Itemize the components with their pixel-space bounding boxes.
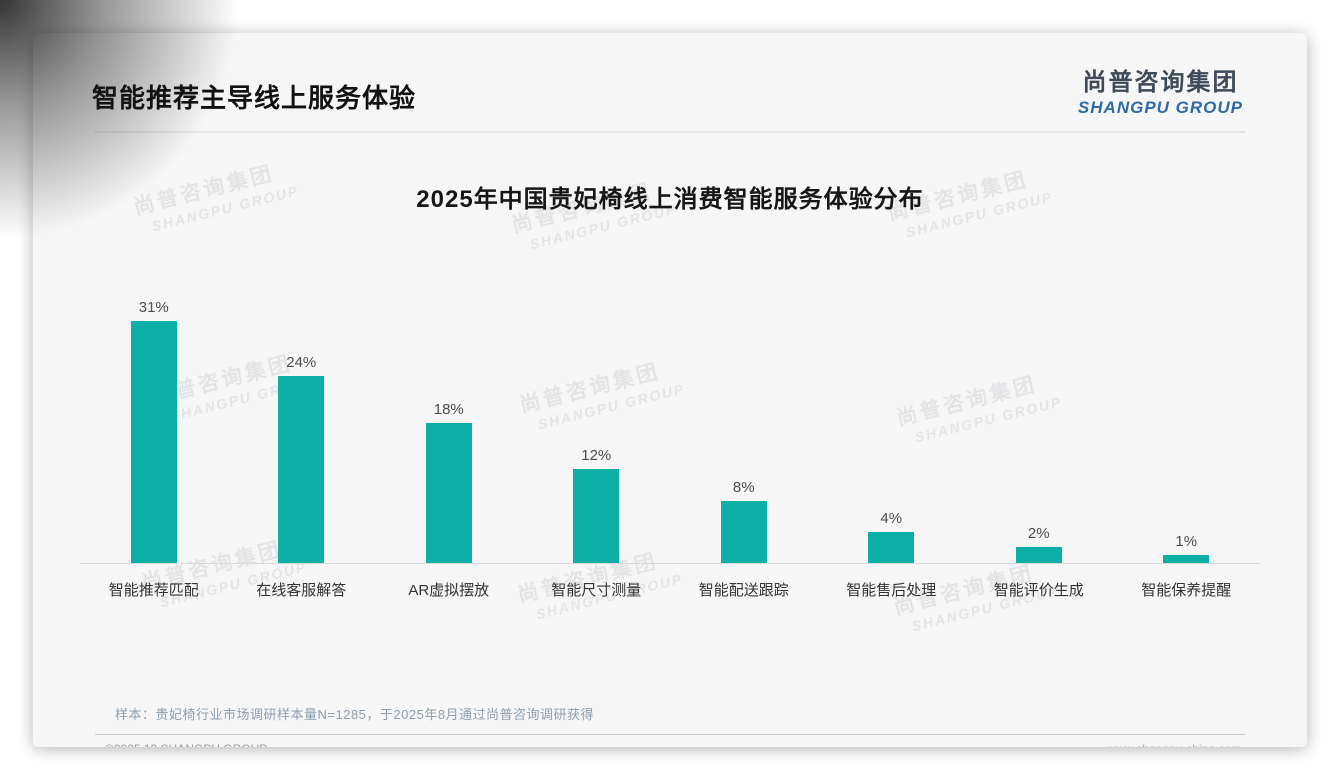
bar-column: 24%: [228, 354, 376, 563]
bar-value-label: 31%: [138, 299, 169, 316]
bar-column: 2%: [965, 525, 1113, 563]
bar-value-label: 24%: [286, 354, 317, 371]
bar-column: 12%: [523, 447, 671, 563]
category-label: 在线客服解答: [256, 582, 347, 599]
footer-copyright: ©2025.10 SHANGPU GROUP: [105, 742, 267, 747]
footer-website: www.shangpu-china.com: [1108, 742, 1241, 747]
bar-column: 31%: [80, 299, 228, 563]
footer-divider: [95, 734, 1245, 735]
slide-card: 尚普咨询集团 SHANGPU GROUP 尚普咨询集团 SHANGPU GROUP 尚普…: [33, 33, 1307, 747]
bar-column: 1%: [1113, 533, 1261, 563]
logo-chinese-text: 尚普咨询集团: [1082, 69, 1239, 96]
bar-column: 18%: [375, 401, 523, 563]
bar: [1163, 555, 1210, 563]
header-divider: [95, 131, 1245, 133]
category-label: AR虚拟摆放: [408, 582, 490, 599]
bar-value-label: 12%: [581, 447, 612, 464]
logo-english-text: SHANGPU GROUP: [1077, 98, 1243, 117]
bar-column: 4%: [818, 510, 966, 563]
bar-value-label: 4%: [880, 510, 903, 527]
category-label: 智能配送跟踪: [698, 582, 789, 599]
bar-column: 8%: [670, 479, 818, 563]
bar-value-label: 2%: [1027, 525, 1050, 542]
category-label: 智能推荐匹配: [108, 582, 199, 599]
sample-note: 样本：贵妃椅行业市场调研样本量N=1285，于2025年8月通过尚普咨询调研获得: [115, 707, 595, 722]
category-axis-labels: 智能推荐匹配 在线客服解答 AR虚拟摆放 智能尺寸测量 智能配送跟踪 智能售后处理 智能评价…: [80, 564, 1260, 600]
chart-title: 2025年中国贵妃椅线上消费智能服务体验分布: [416, 186, 924, 213]
bar-chart: 31% 24% 18% 12% 8% 4% 2% 1%: [80, 264, 1260, 564]
bar-value-label: 8%: [732, 479, 755, 496]
category-label: 智能评价生成: [993, 582, 1084, 599]
category-label: 智能保养提醒: [1141, 582, 1232, 599]
bar: [425, 423, 472, 563]
slide-header: 智能推荐主导线上服务体验 尚普咨询集团 SHANGPU GROUP: [33, 33, 1307, 118]
category-label: 智能售后处理: [846, 582, 937, 599]
bar-value-label: 1%: [1175, 533, 1198, 550]
slide-footer: ©2025.10 SHANGPU GROUP www.shangpu-china…: [33, 735, 1307, 747]
bar: [573, 469, 620, 563]
bar: [130, 321, 177, 563]
bar: [1015, 547, 1062, 563]
bar: [720, 501, 767, 563]
bar-value-label: 18%: [433, 401, 464, 418]
category-label: 智能尺寸测量: [551, 582, 642, 599]
bar: [278, 376, 325, 563]
page-title: 智能推荐主导线上服务体验: [92, 83, 417, 113]
company-logo: 尚普咨询集团 SHANGPU GROUP: [1078, 62, 1243, 118]
bar: [868, 532, 915, 563]
